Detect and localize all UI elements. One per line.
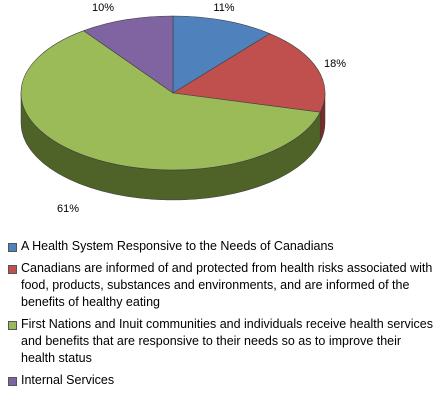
legend-swatch-internal-services xyxy=(8,377,17,386)
legend-swatch-health-risks xyxy=(8,265,17,274)
legend-label-internal-services: Internal Services xyxy=(21,373,115,387)
legend-item-first-nations-inuit: First Nations and Inuit communities and … xyxy=(8,316,436,367)
legend-item-health-risks: Canadians are informed of and protected … xyxy=(8,260,436,311)
chart-legend: A Health System Responsive to the Needs … xyxy=(8,238,436,394)
pie-label-health-system: 11% xyxy=(213,2,234,14)
pie-chart: 11% 18% 61% 10% xyxy=(20,2,346,215)
legend-item-internal-services: Internal Services xyxy=(8,372,436,389)
legend-swatch-health-system xyxy=(8,243,17,252)
pie-label-health-risks: 18% xyxy=(324,58,346,70)
pie-label-internal-services: 10% xyxy=(92,2,114,14)
pie-label-first-nations-inuit: 61% xyxy=(57,203,79,215)
legend-item-health-system: A Health System Responsive to the Needs … xyxy=(8,238,436,255)
pie-slice-health-system xyxy=(172,15,271,94)
legend-label-health-risks: Canadians are informed of and protected … xyxy=(21,261,433,309)
legend-label-first-nations-inuit: First Nations and Inuit communities and … xyxy=(21,317,433,365)
pie-slice-internal-services xyxy=(83,15,174,94)
legend-label-health-system: A Health System Responsive to the Needs … xyxy=(21,239,334,253)
pie-slice-health-risks xyxy=(172,33,326,113)
legend-swatch-first-nations-inuit xyxy=(8,321,17,330)
pie-slice-first-nations-inuit xyxy=(20,30,321,171)
